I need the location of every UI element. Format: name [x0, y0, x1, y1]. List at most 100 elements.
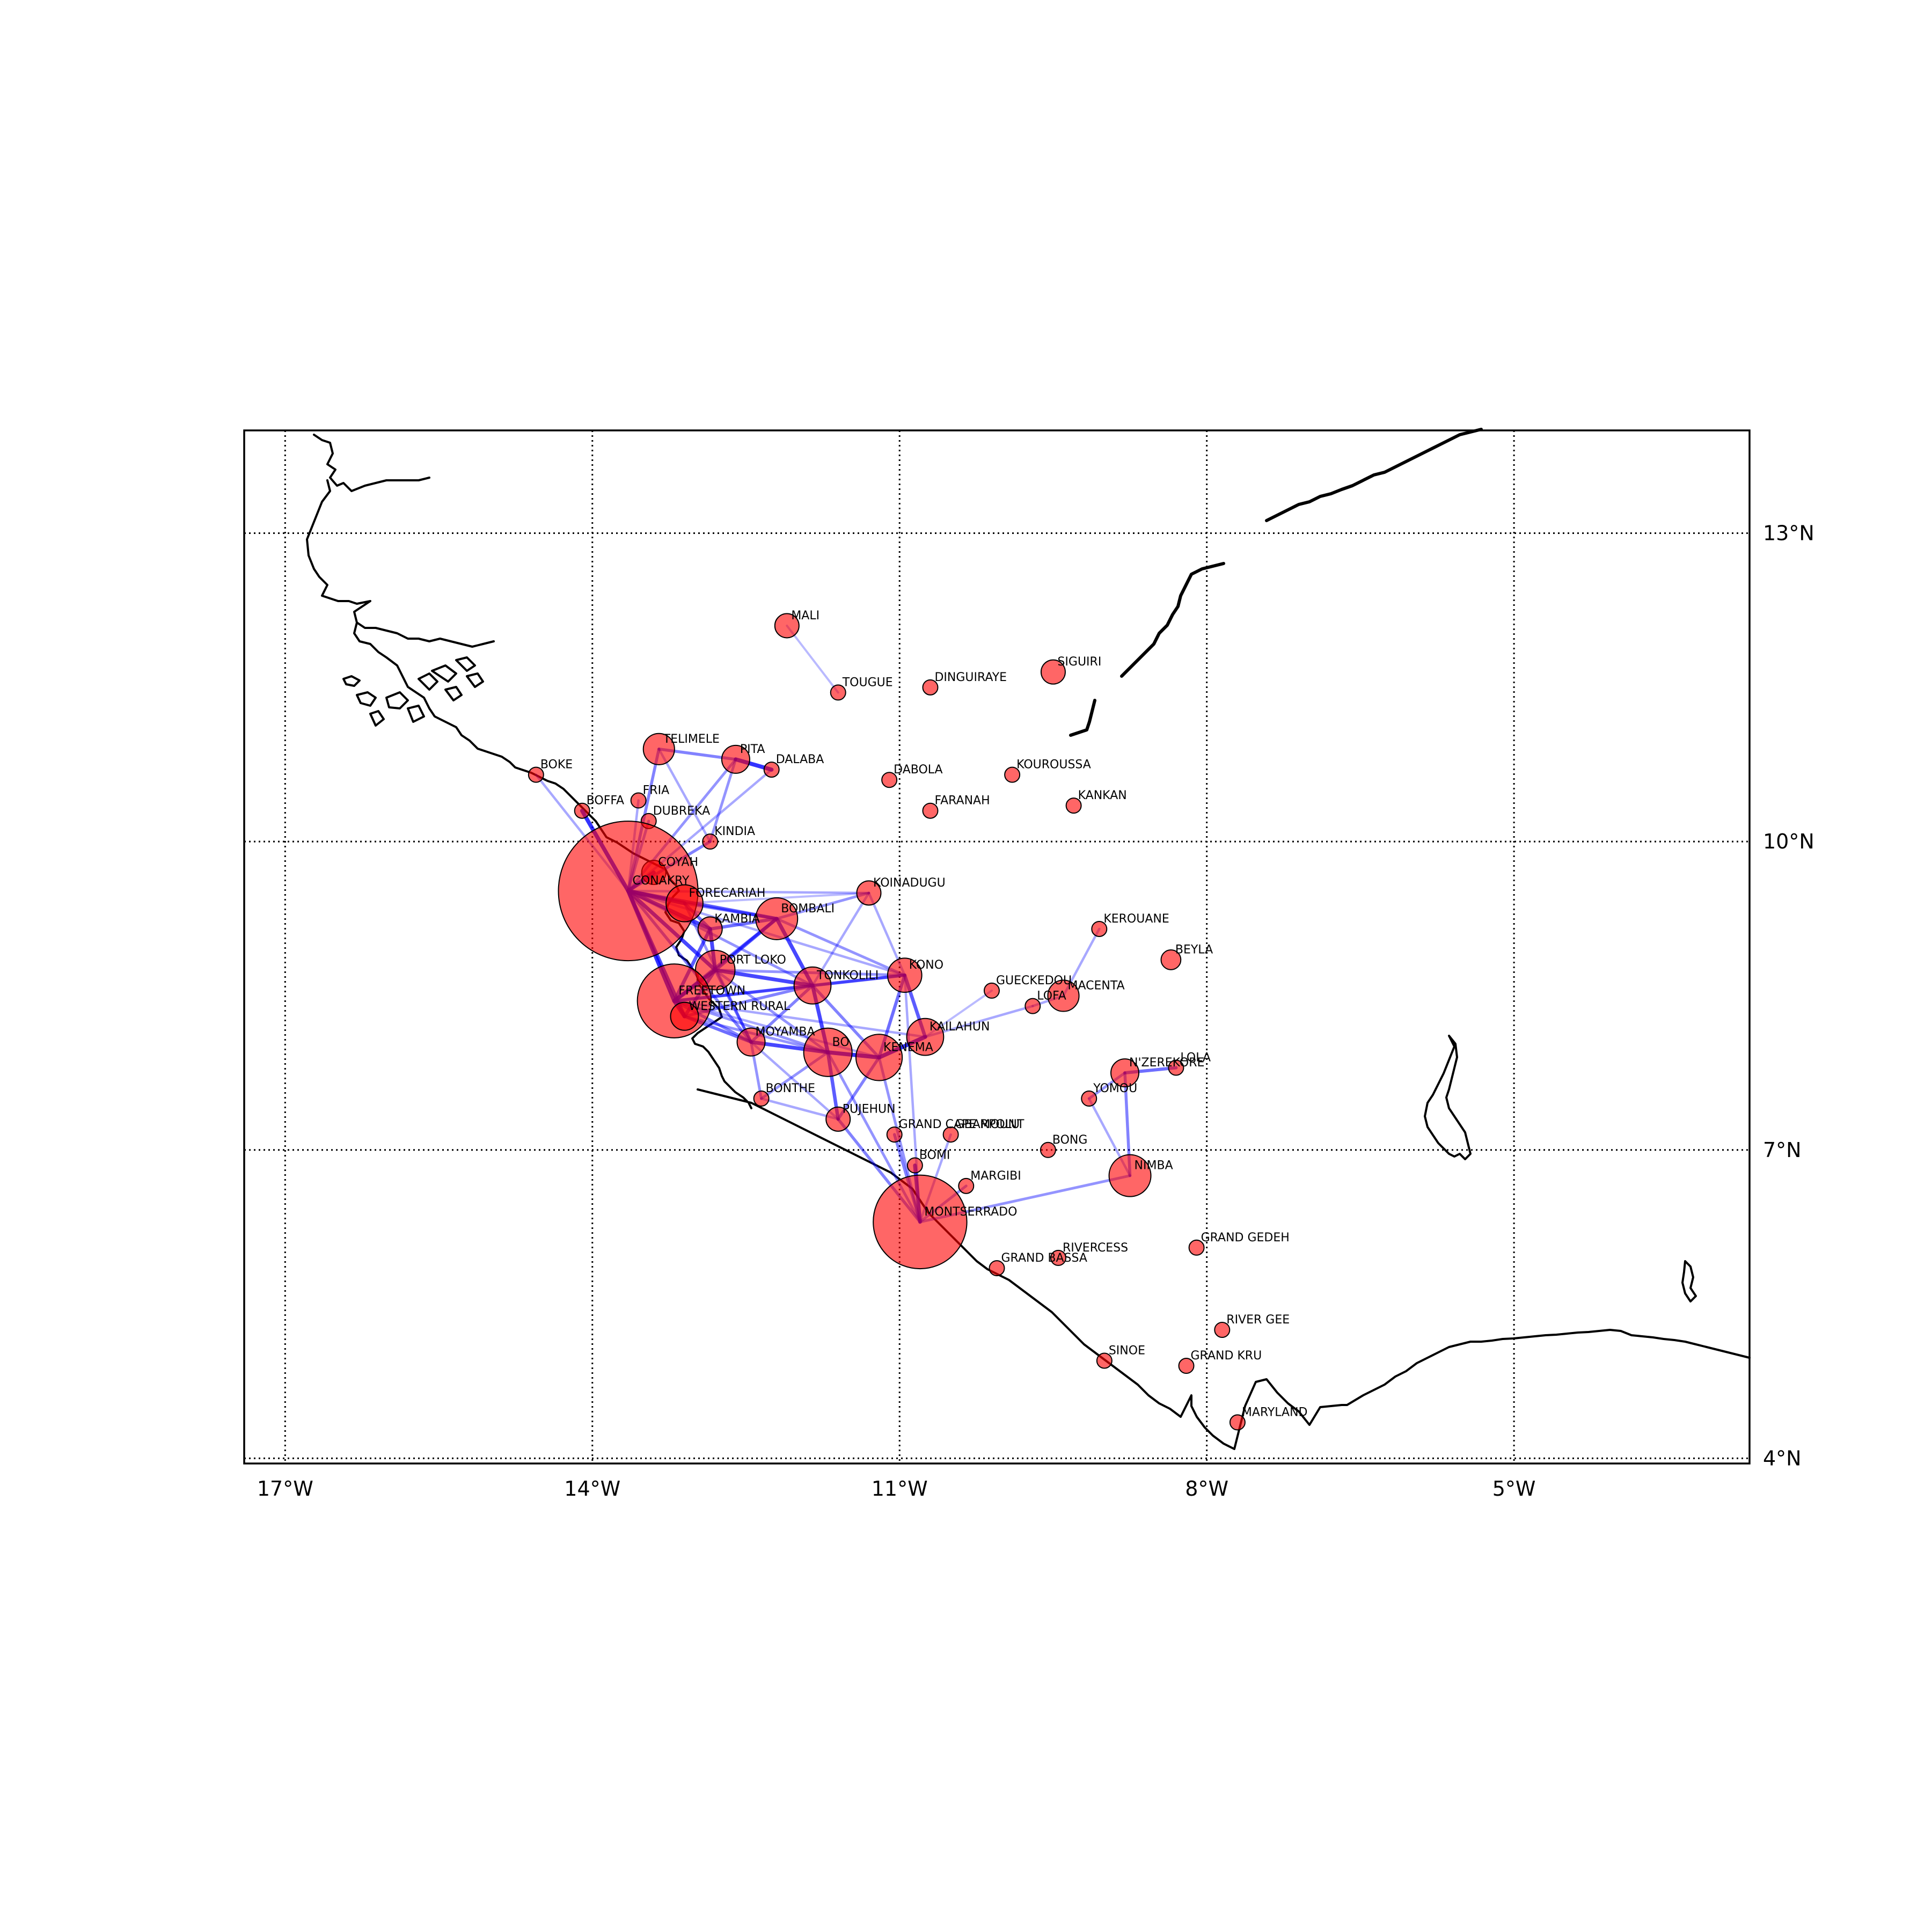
district-label: CONAKRY	[633, 874, 690, 888]
district-label: GBARPOLU	[955, 1118, 1020, 1131]
edge	[786, 624, 839, 694]
district-node	[1024, 998, 1041, 1014]
district-label: KAILAHUN	[930, 1020, 990, 1034]
edge	[775, 917, 906, 977]
river-upper-niger	[1265, 428, 1483, 522]
district-node	[1214, 1321, 1231, 1338]
district-label: BOKE	[540, 758, 573, 772]
district-label: COYAH	[658, 856, 698, 869]
district-node	[670, 1001, 699, 1031]
district-label: LOFA	[1037, 990, 1066, 1003]
district-node	[1081, 1091, 1097, 1107]
district-node	[630, 792, 647, 809]
district-node	[642, 733, 675, 765]
lon-tick-label: 11°W	[872, 1477, 928, 1501]
axis-ticks: 17°W 14°W 11°W 8°W 5°W 13°N 10°N 7°N 4°N	[257, 522, 1814, 1501]
district-node	[958, 1177, 975, 1194]
district-node	[803, 1027, 853, 1077]
district-node	[830, 684, 846, 701]
district-node	[942, 1126, 959, 1143]
district-node	[1047, 979, 1080, 1012]
district-label: MALI	[791, 609, 819, 623]
district-label: FRIA	[643, 784, 669, 797]
lat-tick-label: 4°N	[1763, 1446, 1802, 1470]
district-node	[1110, 1058, 1140, 1088]
district-label: GRAND KRU	[1191, 1349, 1262, 1363]
district-label: GRAND CAPE MOUNT	[899, 1118, 1024, 1131]
district-label: BOFFA	[587, 794, 624, 808]
district-node	[886, 1126, 903, 1143]
district-label: GUECKEDOU	[996, 974, 1072, 987]
district-node	[1065, 797, 1082, 814]
district-node	[881, 772, 898, 788]
district-label: PITA	[740, 743, 765, 756]
district-label: N'ZEREKORE	[1129, 1056, 1204, 1070]
graticule	[244, 430, 1750, 1463]
district-label: FREETOWN	[678, 984, 745, 998]
district-label: MONTSERRADO	[924, 1205, 1017, 1219]
district-node	[922, 679, 939, 696]
district-node	[873, 1174, 968, 1270]
district-label: KAMBIA	[714, 912, 760, 926]
district-labels: MALI TOUGUE DINGUIRAYE SIGUIRI TELIMELE PITA D…	[540, 609, 1308, 1419]
bijagos-islands	[342, 656, 484, 727]
district-label: MOYAMBA	[756, 1026, 815, 1039]
district-label: TELIMELE	[663, 733, 720, 746]
district-node	[665, 884, 704, 923]
district-node	[1091, 920, 1108, 937]
district-node	[1178, 1358, 1195, 1374]
lon-tick-label: 5°W	[1492, 1477, 1536, 1501]
district-node	[1188, 1239, 1205, 1256]
river-middle	[1120, 562, 1225, 678]
district-nodes	[528, 613, 1246, 1431]
district-label: TONKOLILI	[816, 969, 879, 982]
district-label: DABOLA	[894, 763, 942, 777]
district-node	[763, 762, 780, 778]
district-node	[922, 802, 939, 819]
niger-river	[1069, 428, 1483, 737]
district-label: BOMBALI	[781, 902, 835, 916]
district-label: BONG	[1052, 1133, 1088, 1147]
district-label: BEYLA	[1175, 943, 1213, 956]
district-node	[906, 1157, 923, 1174]
district-label: BONTHE	[766, 1082, 815, 1095]
district-label: KINDIA	[714, 825, 755, 838]
lat-tick-label: 7°N	[1763, 1138, 1802, 1162]
district-node	[1229, 1414, 1246, 1431]
district-label: YOMOU	[1093, 1082, 1137, 1095]
district-node	[855, 1034, 903, 1081]
district-label: SINOE	[1109, 1344, 1145, 1357]
lake-fragment	[1681, 1260, 1697, 1302]
district-label: DALABA	[776, 753, 824, 766]
district-node	[1004, 766, 1021, 783]
district-label: MACENTA	[1068, 979, 1125, 992]
district-label: MARGIBI	[970, 1169, 1021, 1183]
district-node	[1040, 659, 1066, 685]
district-label: LOLA	[1180, 1051, 1211, 1065]
district-node	[774, 613, 800, 639]
district-label: RIVERCESS	[1063, 1241, 1128, 1255]
district-label: KENEMA	[883, 1041, 933, 1054]
ivorian-lagoon	[1424, 1035, 1472, 1160]
lon-tick-label: 14°W	[564, 1477, 620, 1501]
district-label: KONO	[909, 958, 943, 972]
district-label: PORT LOKO	[720, 954, 786, 967]
district-label: KOUROUSSA	[1016, 758, 1091, 772]
lon-tick-label: 17°W	[257, 1477, 313, 1501]
district-node	[1050, 1249, 1066, 1266]
district-node	[887, 957, 923, 993]
district-label: KANKAN	[1078, 789, 1127, 802]
district-node	[793, 966, 832, 1005]
edge	[657, 748, 712, 843]
district-label: BOMI	[919, 1149, 950, 1162]
coastline	[306, 434, 1751, 1450]
district-label: DINGUIRAYE	[934, 671, 1007, 684]
district-node	[983, 982, 1000, 999]
district-node	[1096, 1352, 1113, 1369]
edge	[673, 999, 927, 1038]
map-frame	[243, 429, 1751, 1465]
district-node	[736, 1027, 766, 1057]
district-label: WESTERN RURAL	[689, 1000, 791, 1013]
district-label: TOUGUE	[842, 676, 893, 689]
